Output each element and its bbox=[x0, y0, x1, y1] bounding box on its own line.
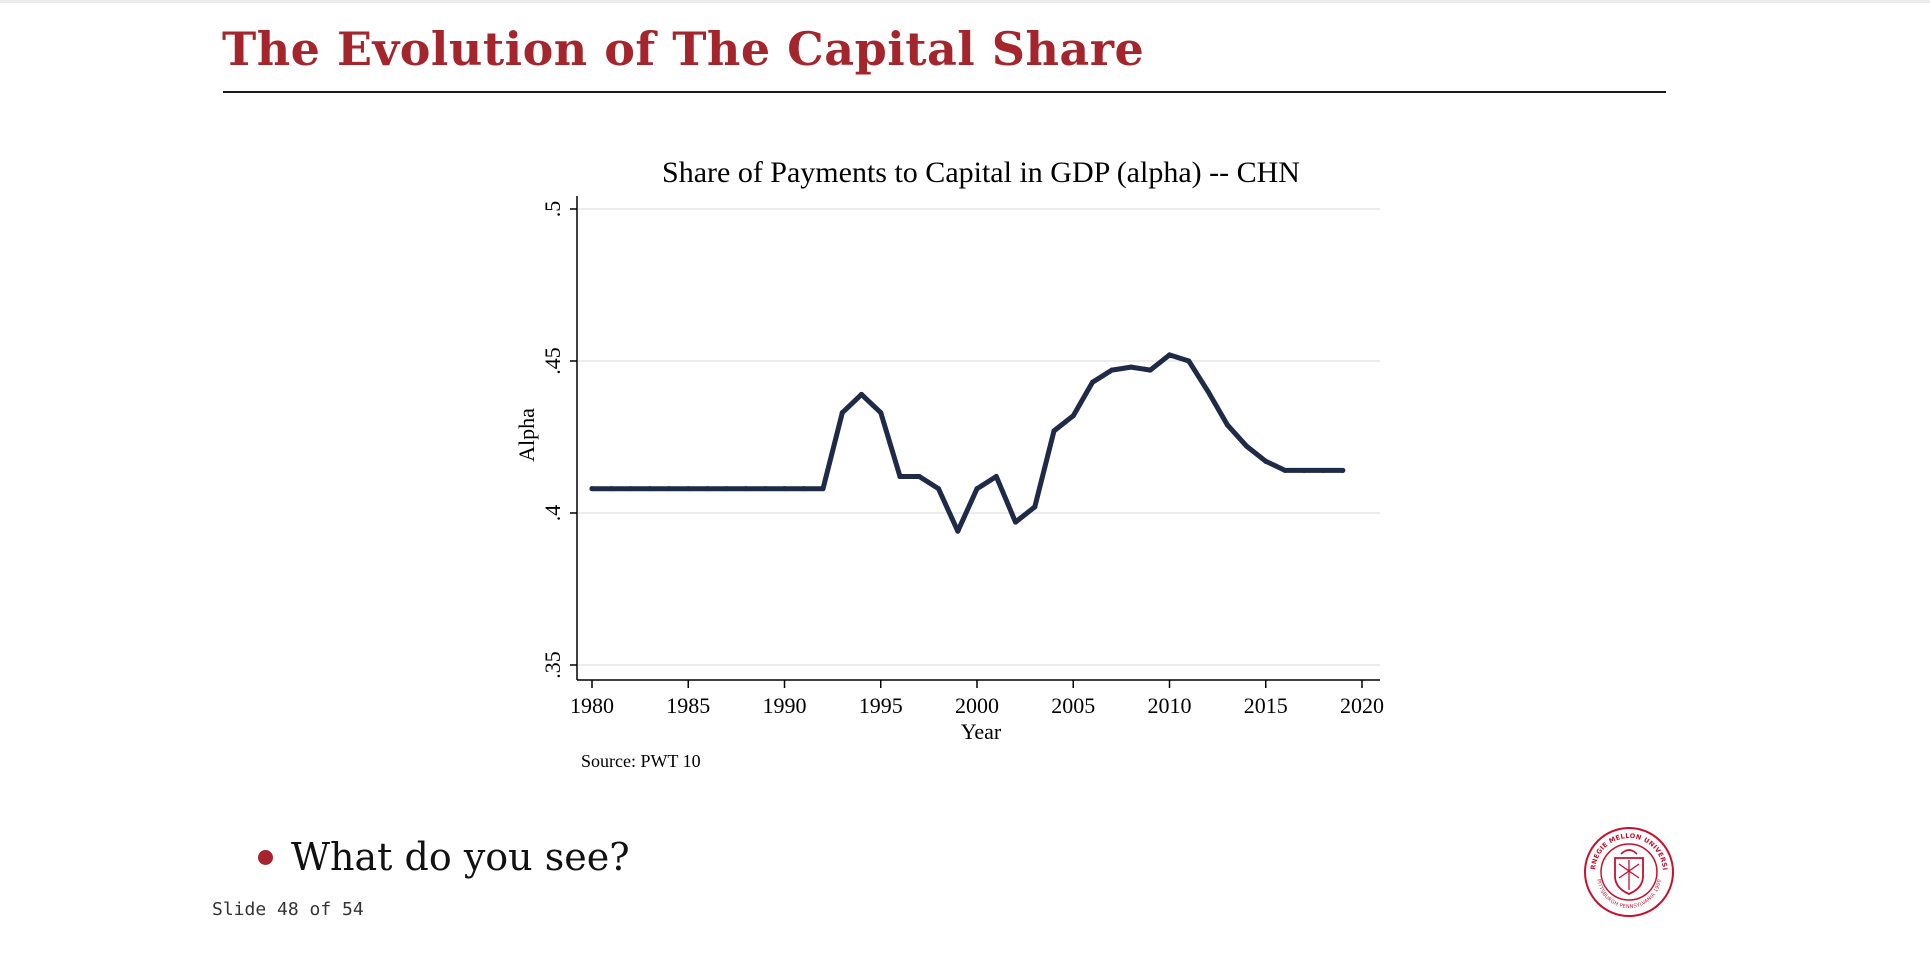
data-point bbox=[916, 474, 922, 480]
data-point bbox=[705, 486, 710, 492]
data-point bbox=[936, 486, 941, 492]
data-point bbox=[1244, 443, 1249, 449]
source-note: Source: PWT 10 bbox=[581, 751, 701, 771]
data-point bbox=[647, 486, 653, 492]
data-point bbox=[1070, 413, 1076, 419]
data-point bbox=[1301, 467, 1307, 473]
data-point bbox=[1128, 364, 1134, 370]
y-tick-label: .45 bbox=[540, 347, 565, 375]
x-tick-label: 1995 bbox=[859, 693, 903, 718]
data-point bbox=[743, 486, 749, 492]
y-ticks: .35 .4 .45 .5 bbox=[540, 201, 577, 679]
x-tick-label: 2015 bbox=[1244, 693, 1288, 718]
data-point bbox=[685, 486, 691, 492]
data-point bbox=[1147, 367, 1153, 373]
y-tick-label: .4 bbox=[540, 505, 565, 522]
data-point bbox=[1224, 422, 1230, 428]
data-point bbox=[955, 528, 961, 534]
x-tick-label: 2005 bbox=[1051, 693, 1095, 718]
data-point bbox=[993, 474, 999, 480]
bullet-text: What do you see? bbox=[291, 835, 630, 879]
data-point bbox=[820, 486, 826, 492]
data-point bbox=[878, 410, 884, 416]
gridlines bbox=[577, 208, 1380, 666]
data-point bbox=[666, 486, 672, 492]
data-point bbox=[724, 486, 730, 492]
data-point bbox=[1263, 458, 1269, 464]
data-point bbox=[608, 486, 614, 492]
data-point bbox=[1032, 504, 1038, 510]
x-tick-label: 2000 bbox=[955, 693, 999, 718]
data-point bbox=[859, 391, 864, 397]
y-tick-label: .5 bbox=[540, 201, 565, 218]
bullet-dot bbox=[258, 849, 273, 865]
university-seal-logo: CARNEGIE MELLON UNIVERSITY PITTSBURGH PE… bbox=[1583, 826, 1674, 917]
x-tick-label: 1985 bbox=[666, 693, 710, 718]
x-tick-label: 1990 bbox=[763, 693, 807, 718]
data-point bbox=[897, 474, 903, 480]
data-point bbox=[782, 486, 787, 492]
data-point bbox=[1205, 388, 1211, 394]
data-point bbox=[1051, 428, 1057, 434]
data-point bbox=[1340, 467, 1346, 473]
data-point bbox=[1282, 467, 1288, 473]
chart-title: Share of Payments to Capital in GDP (alp… bbox=[662, 156, 1300, 189]
bullet-item: What do you see? bbox=[258, 835, 630, 879]
top-border bbox=[0, 0, 1930, 3]
data-point bbox=[1167, 352, 1172, 358]
data-point bbox=[1013, 519, 1018, 525]
data-point bbox=[801, 486, 807, 492]
data-point bbox=[1321, 467, 1326, 473]
data-points bbox=[589, 352, 1346, 534]
x-tick-label: 2020 bbox=[1340, 693, 1384, 718]
title-underline bbox=[223, 91, 1666, 93]
data-point bbox=[589, 486, 595, 492]
data-point bbox=[1109, 367, 1115, 373]
data-point bbox=[1186, 358, 1192, 364]
y-tick-label: .35 bbox=[540, 651, 565, 679]
x-tick-label: 2010 bbox=[1148, 693, 1192, 718]
data-point bbox=[1090, 379, 1095, 385]
data-point bbox=[762, 486, 768, 492]
data-point bbox=[628, 486, 633, 492]
x-tick-label: 1980 bbox=[570, 693, 614, 718]
x-axis-label: Year bbox=[961, 719, 1002, 744]
slide-title: The Evolution of The Capital Share bbox=[222, 22, 1145, 76]
series-line-alpha bbox=[589, 352, 1346, 534]
y-axis-label: Alpha bbox=[514, 408, 539, 462]
data-point bbox=[839, 410, 845, 416]
data-point bbox=[974, 486, 980, 492]
slide-counter: Slide 48 of 54 bbox=[212, 899, 364, 920]
x-ticks: 1980 1985 1990 1995 2000 2005 2010 2015 2020 bbox=[570, 680, 1384, 718]
